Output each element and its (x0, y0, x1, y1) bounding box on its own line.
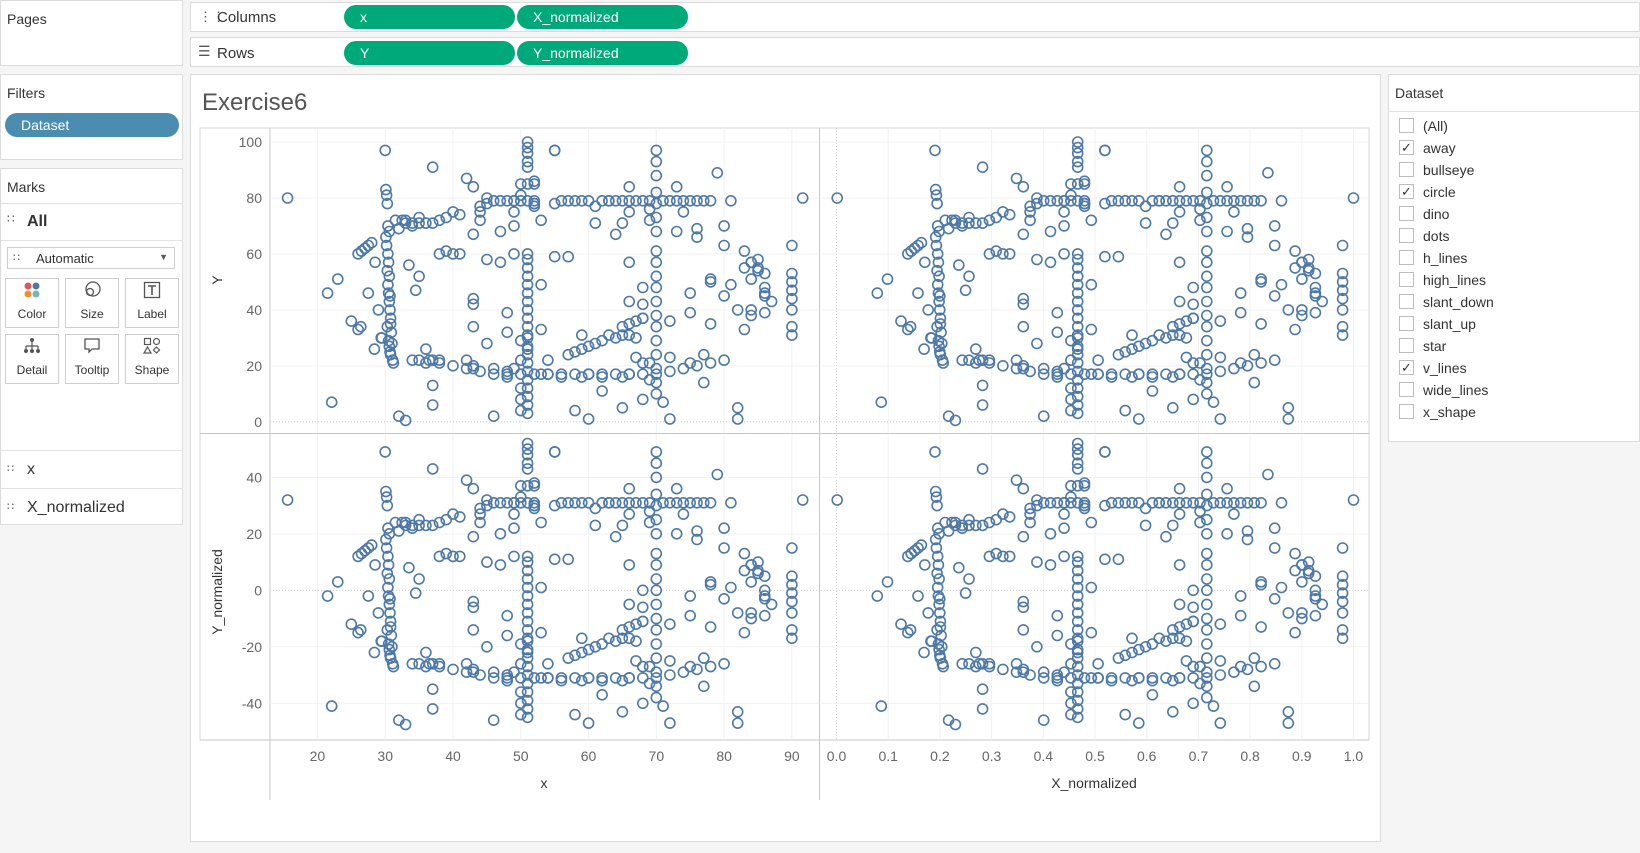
checkbox-icon[interactable] (1399, 316, 1414, 331)
marks-all-row[interactable]: ∷ All (1, 203, 182, 241)
color-icon (6, 281, 58, 307)
columns-icon: ⋮⋮ (199, 9, 225, 24)
dataset-filter-title: Dataset (1395, 85, 1444, 101)
dataset-option-label: bullseye (1423, 162, 1475, 178)
detail-label: Detail (16, 363, 48, 377)
label-label: Label (137, 307, 167, 321)
chart-title: Exercise6 (202, 89, 308, 116)
dataset-option-label: dino (1423, 206, 1450, 222)
marks-field-x[interactable]: ∷ x (1, 450, 182, 487)
columns-pill-x-normalized[interactable]: X_normalized (517, 5, 688, 29)
columns-pill-x[interactable]: x (344, 5, 515, 29)
dataset-option-label: star (1423, 338, 1447, 354)
marks-card: Marks ∷ All ∷ Automatic ▼ Color Size Lab… (0, 168, 183, 525)
detail-icon (6, 337, 58, 363)
filters-card: Filters Dataset (0, 74, 183, 160)
pages-title: Pages (7, 11, 47, 27)
size-button[interactable]: Size (65, 278, 119, 328)
rows-icon: ☰ (198, 43, 211, 59)
dataset-option-label: dots (1423, 228, 1450, 244)
size-label: Size (80, 307, 104, 321)
checkbox-icon[interactable] (1399, 162, 1414, 177)
mark-type-label: Automatic (36, 251, 94, 266)
checkbox-icon[interactable] (1399, 294, 1414, 309)
rows-label: Rows (217, 45, 255, 62)
chevron-down-icon: ▼ (159, 252, 168, 262)
chart-card: Exercise6 (190, 74, 1381, 842)
rows-pill-y-normalized[interactable]: Y_normalized (517, 41, 688, 65)
checkbox-icon[interactable] (1399, 118, 1414, 133)
marks-field-x-label: x (27, 461, 35, 478)
checkbox-icon[interactable] (1399, 338, 1414, 353)
checkbox-icon[interactable] (1399, 206, 1414, 221)
dataset-option-label: away (1423, 140, 1456, 156)
checkbox-checked-icon[interactable]: ✓ (1399, 140, 1414, 155)
detail-button[interactable]: Detail (5, 334, 59, 384)
marks-field-x-normalized-label: X_normalized (27, 499, 125, 516)
marks-all-label: All (27, 213, 48, 230)
checkbox-icon[interactable] (1399, 250, 1414, 265)
dataset-option-label: v_lines (1423, 360, 1467, 376)
checkbox-icon[interactable] (1399, 272, 1414, 287)
dataset-option-label: slant_down (1423, 294, 1494, 310)
color-button[interactable]: Color (5, 278, 59, 328)
tooltip-button[interactable]: Tooltip (65, 334, 119, 384)
filter-pill-dataset[interactable]: Dataset (5, 113, 179, 137)
checkbox-icon[interactable] (1399, 228, 1414, 243)
checkbox-checked-icon[interactable]: ✓ (1399, 360, 1414, 375)
label-icon (126, 281, 178, 307)
detail-field-icon: ∷ (7, 463, 14, 475)
pages-card: Pages (0, 0, 183, 66)
shape-icon (126, 337, 178, 363)
checkbox-checked-icon[interactable]: ✓ (1399, 184, 1414, 199)
dataset-option-label: circle (1423, 184, 1456, 200)
detail-field-icon: ∷ (7, 501, 14, 513)
color-label: Color (17, 307, 47, 321)
checkbox-icon[interactable] (1399, 404, 1414, 419)
tooltip-label: Tooltip (74, 363, 110, 377)
columns-label: Columns (217, 9, 277, 26)
dataset-filter-list: (All) ✓ away bullseye ✓ circle dino dots h_lines… (1389, 111, 1639, 442)
mark-type-dropdown[interactable]: ∷ Automatic ▼ (7, 247, 175, 269)
rows-pill-y[interactable]: Y (344, 41, 515, 65)
label-button[interactable]: Label (125, 278, 179, 328)
filters-title: Filters (7, 85, 46, 101)
shape-button[interactable]: Shape (125, 334, 179, 384)
dataset-option-label: slant_up (1423, 316, 1476, 332)
dataset-option-label: wide_lines (1423, 382, 1489, 398)
marks-title: Marks (7, 179, 46, 195)
dataset-option-label: high_lines (1423, 272, 1487, 288)
dataset-option-label: h_lines (1423, 250, 1468, 266)
rows-shelf[interactable]: ☰ Rows Y Y_normalized (190, 37, 1640, 67)
checkbox-icon[interactable] (1399, 382, 1414, 397)
dataset-option-label: x_shape (1423, 404, 1476, 420)
shape-label: Shape (134, 363, 170, 377)
tooltip-icon (66, 337, 118, 363)
size-icon (66, 281, 118, 307)
marks-field-x-normalized[interactable]: ∷ X_normalized (1, 488, 182, 525)
columns-shelf[interactable]: ⋮⋮ Columns x X_normalized (190, 2, 1640, 32)
dataset-filter-card: Dataset (All) ✓ away bullseye ✓ circle dino dot… (1388, 74, 1640, 442)
dataset-option-label: (All) (1423, 118, 1448, 134)
automatic-icon: ∷ (13, 252, 20, 264)
multi-field-icon: ∷ (7, 212, 15, 226)
